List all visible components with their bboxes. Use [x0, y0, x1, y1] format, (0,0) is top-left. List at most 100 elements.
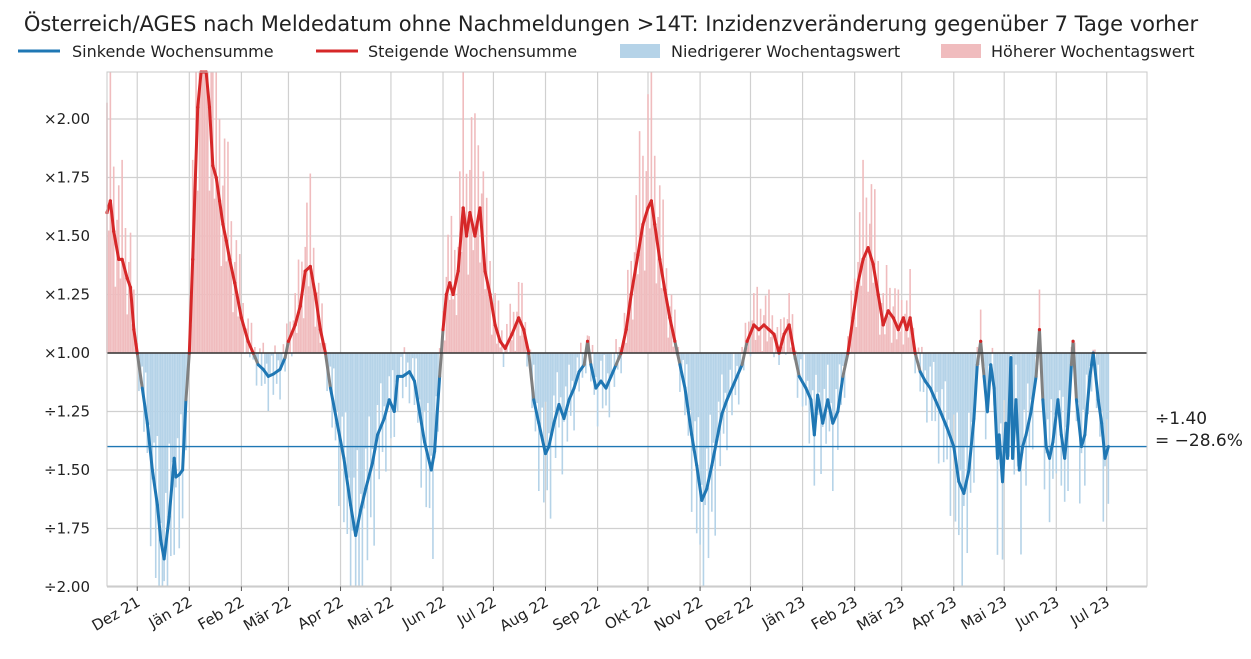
series-point: [483, 269, 487, 273]
weekday-bar: [858, 212, 861, 353]
weekday-bar: [159, 353, 162, 524]
weekday-bar: [128, 261, 130, 353]
x-tick-label: Feb 22: [195, 593, 248, 634]
weekday-bar: [203, 72, 206, 353]
weekday-bar: [951, 353, 953, 448]
weekday-bar: [465, 173, 468, 353]
weekday-bar: [983, 353, 985, 366]
series-segment: [730, 374, 739, 390]
series-point: [207, 105, 212, 109]
weekday-bar: [124, 227, 127, 353]
series-segment: [705, 463, 714, 491]
weekday-bar: [665, 268, 668, 353]
weekday-bar: [574, 353, 577, 383]
series-segment: [938, 410, 949, 430]
series-point: [510, 332, 514, 336]
series-point: [658, 257, 662, 261]
annotation-ratio: ÷1.40: [1155, 409, 1207, 429]
weekday-bar: [346, 353, 349, 534]
weekday-bar: [709, 353, 711, 415]
series-segment: [908, 316, 917, 355]
series-segment: [700, 487, 709, 502]
series-segment: [831, 410, 840, 425]
weekday-bar: [146, 353, 149, 453]
series-point: [522, 328, 526, 332]
weekday-bar: [279, 353, 281, 400]
weekday-bar: [717, 353, 720, 402]
weekday-bar: [161, 353, 164, 586]
weekday-bar: [275, 353, 278, 384]
weekday-bar: [233, 261, 236, 353]
series-point: [668, 316, 672, 320]
weekday-bar: [591, 344, 594, 353]
series-segment: [207, 105, 215, 168]
weekday-bar: [380, 353, 382, 384]
weekday-bar: [1000, 353, 1002, 424]
x-tick-label: Apr 22: [294, 593, 346, 633]
weekday-bar: [257, 353, 260, 363]
weekday-bar: [165, 353, 167, 493]
weekday-bar: [632, 319, 634, 353]
weekday-bar: [786, 319, 789, 353]
weekday-bar: [637, 274, 639, 353]
weekday-bar: [712, 353, 715, 443]
series-segment: [1074, 398, 1083, 449]
weekday-bar: [1028, 353, 1031, 448]
weekday-bar: [341, 353, 344, 417]
series-segment: [989, 363, 996, 390]
series-point: [132, 328, 136, 332]
series-segment: [663, 288, 672, 320]
series-segment: [792, 351, 801, 378]
weekday-bar: [821, 353, 824, 427]
series-point: [468, 211, 472, 215]
weekday-bar: [448, 299, 451, 353]
weekday-bar: [201, 72, 204, 353]
weekday-bar: [963, 353, 965, 507]
series-segment: [876, 293, 885, 327]
weekday-bar: [781, 346, 784, 353]
series-segment: [871, 262, 880, 296]
series-segment: [797, 374, 808, 390]
weekday-bar: [1023, 353, 1026, 410]
weekday-bar: [1048, 353, 1051, 523]
legend-label-rising: Steigende Wochensumme: [368, 42, 577, 61]
x-tick-label: Jun 22: [398, 593, 449, 633]
plot-frame: [106, 71, 1148, 587]
series-segment: [112, 229, 121, 261]
legend: Sinkende Wochensumme Steigende Wochensum…: [18, 42, 1194, 61]
weekday-bar: [492, 302, 495, 353]
series-segment: [649, 199, 657, 226]
series-segment: [710, 438, 719, 467]
weekday-bar: [453, 249, 456, 353]
weekday-bar: [156, 353, 159, 436]
series-segment: [286, 323, 297, 343]
series-point: [517, 316, 521, 320]
weekday-bar: [383, 353, 386, 407]
series-point: [772, 332, 776, 336]
weekday-bar: [870, 184, 873, 353]
series-segment: [433, 374, 442, 453]
series-point: [787, 323, 791, 327]
x-tick-label: Aug 22: [496, 593, 551, 635]
series-segment: [293, 304, 302, 327]
weekday-bar: [237, 316, 239, 353]
weekday-bar: [539, 353, 542, 436]
weekday-bar: [652, 214, 654, 353]
series-point: [498, 339, 502, 343]
weekday-bar: [608, 353, 611, 418]
series-point: [211, 164, 215, 168]
weekday-bar: [543, 353, 545, 503]
series-segment: [562, 398, 571, 421]
series-segment: [251, 351, 260, 367]
series-point: [856, 281, 860, 285]
weekday-bar: [699, 353, 701, 545]
weekday-bar: [815, 353, 817, 375]
weekday-bar: [697, 353, 700, 418]
weekday-bar: [175, 353, 177, 488]
series-segment: [129, 285, 136, 332]
weekday-bar: [516, 311, 518, 353]
weekday-bar: [388, 353, 391, 377]
weekday-bar: [595, 353, 597, 378]
series-segment: [846, 316, 855, 355]
series-point: [908, 316, 912, 320]
